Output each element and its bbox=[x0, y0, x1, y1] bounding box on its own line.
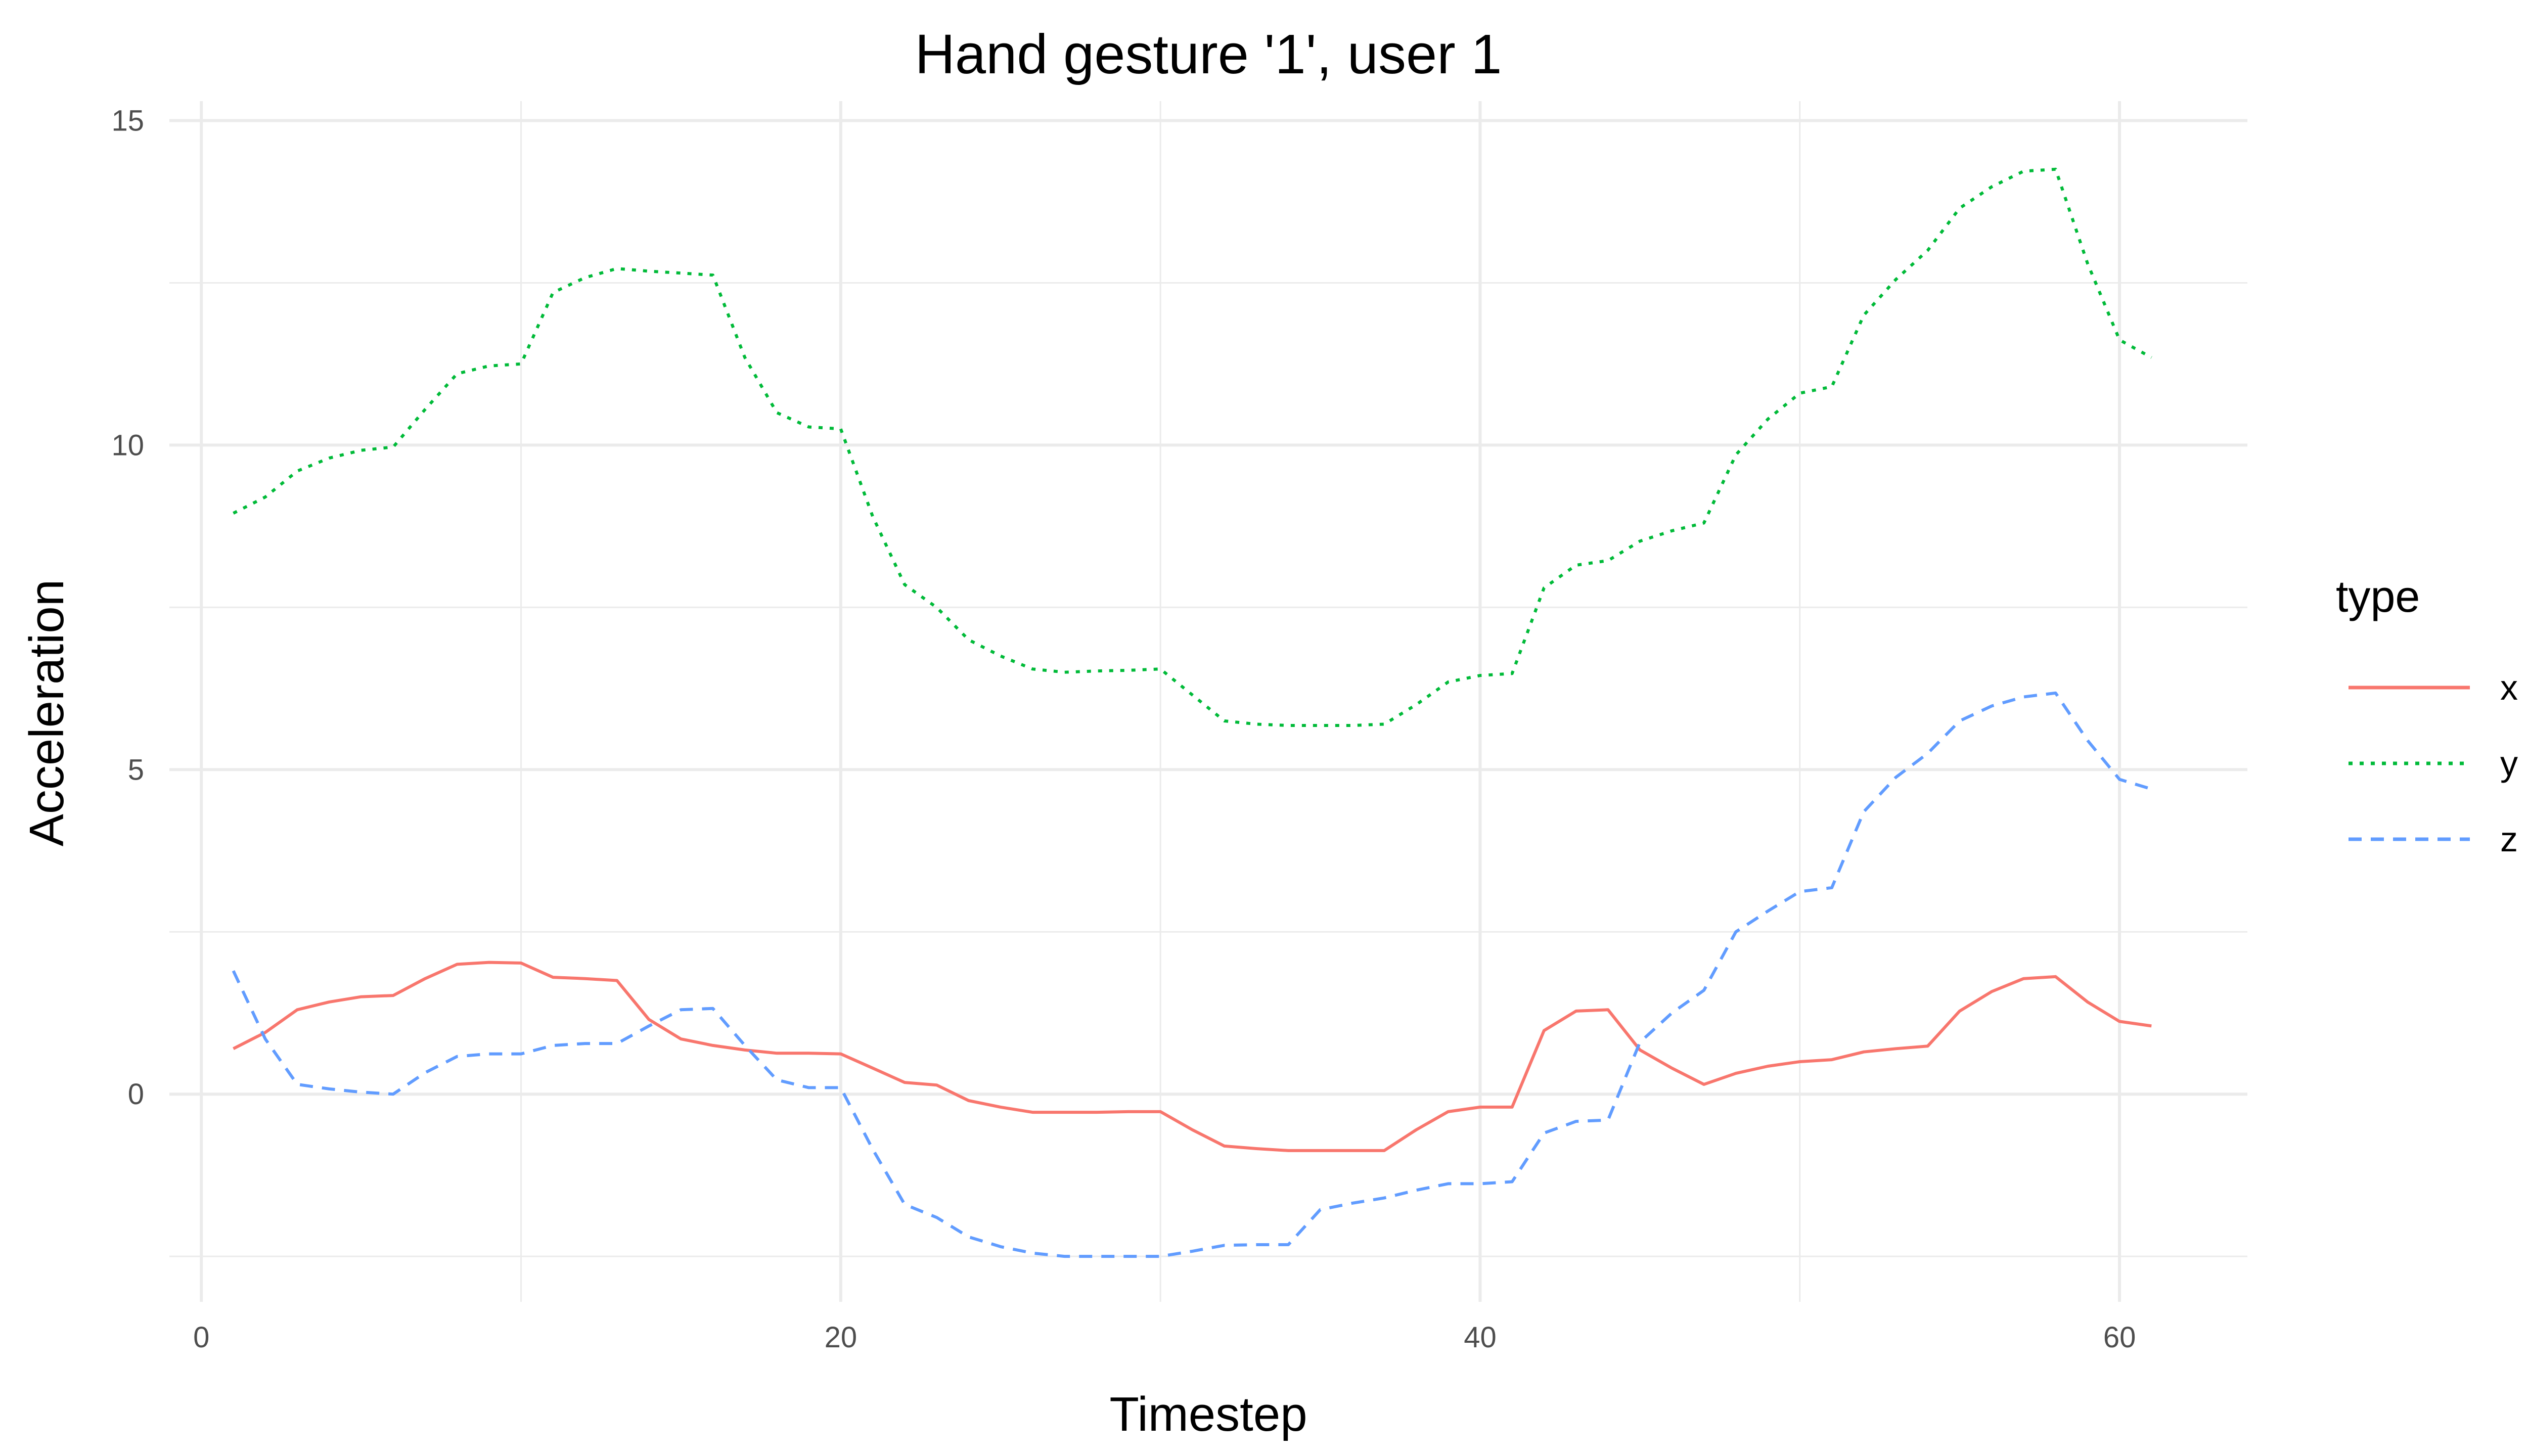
y-tick-label: 0 bbox=[128, 1078, 144, 1111]
x-tick-label: 20 bbox=[825, 1321, 857, 1354]
series-line-y bbox=[233, 167, 2152, 727]
legend-label-x: x bbox=[2500, 668, 2518, 707]
y-tick-labels: 0 5 10 15 bbox=[111, 105, 144, 1111]
chart-title: Hand gesture '1', user 1 bbox=[915, 23, 1502, 85]
series-line-x bbox=[233, 961, 2152, 1152]
legend-title: type bbox=[2336, 571, 2420, 621]
y-tick-label: 10 bbox=[111, 429, 144, 462]
y-tick-label: 5 bbox=[128, 753, 144, 786]
minor-gridlines bbox=[169, 101, 2247, 1302]
series-lines bbox=[232, 167, 2152, 1258]
y-axis-title: Acceleration bbox=[20, 579, 74, 846]
x-tick-label: 0 bbox=[193, 1321, 209, 1354]
series-line-z bbox=[232, 691, 2152, 1258]
y-tick-label: 15 bbox=[111, 105, 144, 138]
x-tick-label: 60 bbox=[2103, 1321, 2136, 1354]
x-tick-labels: 0 20 40 60 bbox=[193, 1321, 2136, 1354]
legend-label-z: z bbox=[2500, 820, 2518, 859]
x-tick-label: 40 bbox=[1464, 1321, 1497, 1354]
legend: type xyz bbox=[2336, 571, 2518, 859]
major-gridlines bbox=[169, 101, 2247, 1302]
x-axis-title: Timestep bbox=[1109, 1387, 1307, 1441]
legend-label-y: y bbox=[2500, 744, 2518, 783]
